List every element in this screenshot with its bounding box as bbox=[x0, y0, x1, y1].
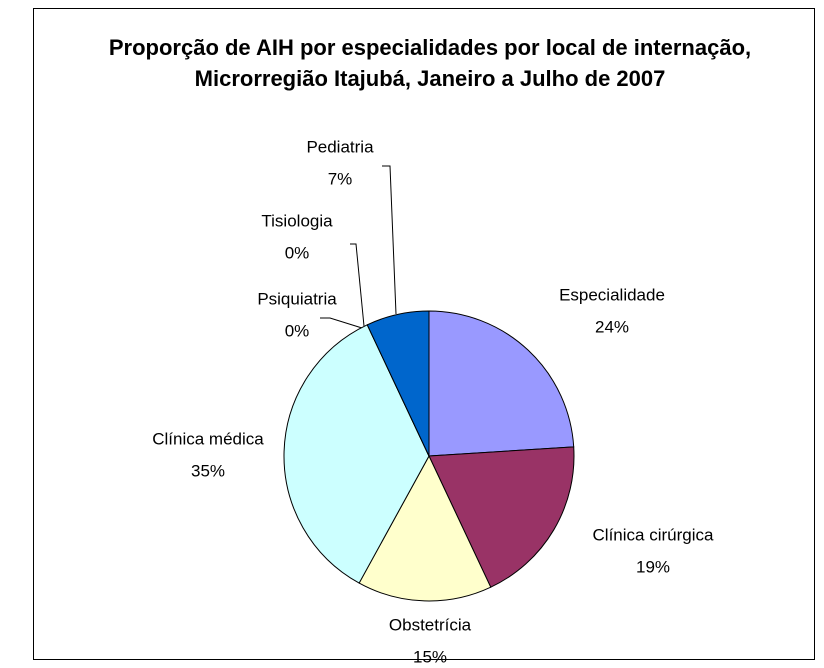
slice-label: Psiquiatria bbox=[257, 289, 337, 308]
pie-slice bbox=[428, 446, 575, 588]
slice-value-label: 0% bbox=[285, 321, 310, 340]
slice-label: Obstetrícia bbox=[389, 615, 472, 634]
slice-label: Clínica cirúrgica bbox=[593, 525, 714, 544]
pie-slice bbox=[358, 454, 492, 602]
slice-value-label: 24% bbox=[595, 317, 629, 336]
slice-label: Clínica médica bbox=[152, 429, 264, 448]
slice-label: Especialidade bbox=[559, 285, 665, 304]
slice-value-label: 7% bbox=[328, 169, 353, 188]
pie-slice bbox=[283, 324, 430, 584]
slice-label: Pediatria bbox=[306, 137, 374, 156]
slice-value-label: 35% bbox=[191, 461, 225, 480]
slice-value-label: 19% bbox=[636, 557, 670, 576]
leader-line bbox=[382, 165, 397, 315]
slice-value-label: 15% bbox=[413, 647, 447, 666]
slice-label: Tisiologia bbox=[261, 211, 333, 230]
pie-slice bbox=[366, 310, 430, 457]
pie-slice bbox=[428, 310, 575, 457]
leader-line bbox=[350, 243, 365, 327]
leader-line bbox=[320, 317, 363, 329]
chart-title: Proporção de AIH por especialidades por … bbox=[108, 35, 752, 91]
slice-value-label: 0% bbox=[285, 243, 310, 262]
